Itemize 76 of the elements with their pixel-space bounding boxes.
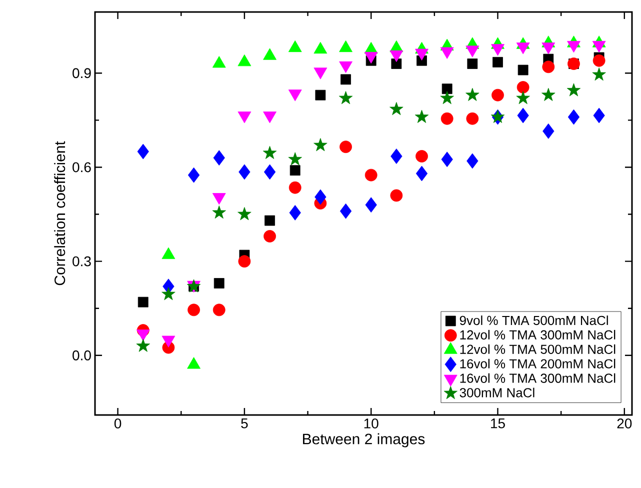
point [542, 88, 556, 101]
point [138, 296, 148, 308]
point [466, 112, 479, 125]
point [592, 54, 606, 67]
point [238, 164, 250, 180]
y-tick-label: 0.0 [72, 350, 91, 360]
point [364, 168, 378, 182]
point [340, 74, 351, 85]
point [340, 203, 352, 219]
x-tick-label: 15 [491, 418, 505, 428]
point [238, 207, 252, 220]
point [466, 153, 478, 169]
point [264, 164, 276, 180]
point [262, 146, 277, 159]
x-tick-label: 20 [617, 418, 632, 428]
point [442, 84, 452, 94]
point [466, 88, 480, 101]
point [264, 230, 276, 242]
point [492, 56, 503, 68]
point [518, 64, 528, 76]
point [212, 206, 226, 219]
point [492, 88, 504, 102]
point [416, 166, 428, 182]
point [365, 197, 377, 213]
legend-label: 16vol % TMA 300mM NaCl [460, 373, 616, 383]
point [542, 60, 555, 74]
point [338, 91, 353, 104]
y-tick-label: 0.9 [72, 68, 91, 78]
point [416, 150, 428, 162]
x-tick-label: 10 [364, 418, 378, 428]
point [314, 138, 328, 152]
point [467, 58, 478, 69]
legend-label: 12vol % TMA 300mM NaCl [460, 330, 616, 340]
y-axis-title: Correlation coefficient [54, 141, 66, 286]
point [314, 189, 326, 205]
legend-label: 300mM NaCl [460, 388, 534, 398]
point [391, 58, 402, 69]
point [137, 144, 149, 160]
point [315, 90, 326, 100]
point [566, 83, 581, 96]
point [340, 140, 352, 154]
point [212, 304, 226, 316]
point [238, 255, 251, 268]
point [213, 150, 225, 166]
point [440, 112, 454, 125]
point [516, 81, 530, 94]
point [441, 152, 453, 168]
legend-label: 9vol % TMA 500mM NaCl [460, 316, 608, 326]
point [289, 205, 301, 220]
point [542, 123, 554, 139]
point [414, 110, 429, 123]
point [214, 278, 224, 288]
legend-label: 12vol % TMA 500mM NaCl [460, 344, 616, 354]
x-tick-label: 5 [241, 418, 248, 428]
y-tick-label: 0.6 [72, 162, 91, 172]
point [290, 165, 300, 176]
point [517, 108, 529, 124]
point [288, 181, 302, 194]
point [264, 215, 275, 226]
point [162, 287, 176, 300]
point [516, 91, 530, 104]
point [188, 167, 200, 183]
point [136, 338, 150, 352]
point [592, 68, 606, 81]
point [188, 304, 200, 316]
point [390, 189, 403, 202]
y-tick-label: 0.3 [72, 256, 91, 266]
point [390, 148, 402, 164]
x-tick-label: 0 [114, 418, 122, 428]
point [288, 152, 302, 166]
point [390, 102, 404, 116]
point [568, 109, 580, 125]
point [440, 91, 454, 104]
point [593, 108, 605, 124]
legend-label: 16vol % TMA 200mM NaCl [460, 358, 616, 368]
x-axis-title: Between 2 images [303, 433, 425, 448]
